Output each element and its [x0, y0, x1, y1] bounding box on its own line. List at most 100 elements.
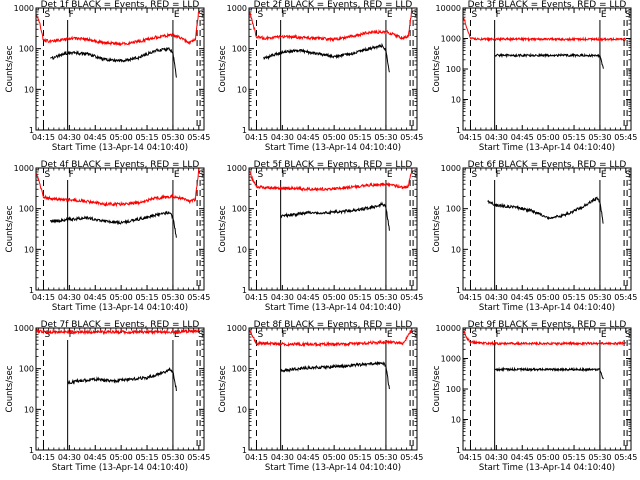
marker-label-S: S [625, 330, 631, 340]
x-axis-label: Start Time (13-Apr-14 04:10:40) [265, 143, 401, 153]
x-tick-label: 04:30 [485, 133, 508, 142]
y-tick-label: 1000 [227, 4, 247, 13]
y-tick-label: 10 [24, 245, 34, 254]
x-axis-label: Start Time (13-Apr-14 04:10:40) [479, 143, 615, 153]
plot-frame [248, 327, 418, 451]
panel-title: Det 4f BLACK = Events, RED = LLD [41, 160, 200, 170]
x-tick-label: 05:45 [614, 133, 637, 142]
y-tick-label: 1 [29, 446, 34, 455]
x-tick-label: 04:15 [459, 453, 482, 462]
marker-label-S: S [471, 330, 477, 340]
marker-label-S: S [411, 330, 417, 340]
lld-series-line [249, 168, 413, 192]
marker-label-S: S [411, 170, 417, 180]
panel-det-7f: Det 7f BLACK = Events, RED = LLD 1 10 100 10… [5, 320, 210, 473]
y-tick-label: 100 [19, 45, 34, 54]
y-tick-label: 1 [456, 126, 461, 135]
marker-label-S: S [625, 10, 631, 20]
marker-label-S: S [471, 170, 477, 180]
marker-label-E: E [601, 10, 607, 20]
y-tick-label: 1 [242, 126, 247, 135]
panel-det-5f: Det 5f BLACK = Events, RED = LLD 1 10 100 10… [218, 160, 423, 313]
x-tick-label: 05:00 [110, 453, 133, 462]
x-tick-label: 05:15 [349, 133, 372, 142]
y-tick-label: 100 [232, 45, 247, 54]
panel-title: Det 8f BLACK = Events, RED = LLD [254, 320, 413, 330]
x-tick-label: 04:30 [271, 453, 294, 462]
y-tick-label: 1 [456, 286, 461, 295]
x-tick-label: 04:30 [58, 293, 81, 302]
y-tick-label: 10 [237, 405, 247, 414]
marker-label-E: E [174, 10, 180, 20]
y-axis-label: Counts/sec [5, 365, 15, 412]
panel-det-2f: Det 2f BLACK = Events, RED = LLD 1 10 100 10… [218, 0, 423, 153]
marker-label-S: S [44, 330, 50, 340]
y-tick-label: 1 [242, 286, 247, 295]
x-tick-label: 04:15 [32, 453, 55, 462]
x-tick-label: 05:15 [563, 133, 586, 142]
y-tick-label: 10000 [436, 4, 461, 13]
x-tick-label: 04:30 [485, 453, 508, 462]
x-tick-label: 04:15 [32, 133, 55, 142]
events-series-line [49, 210, 177, 238]
events-series-line [494, 52, 604, 69]
x-tick-label: 05:30 [588, 453, 611, 462]
marker-label-F: F [496, 330, 501, 340]
x-tick-label: 04:30 [58, 133, 81, 142]
x-axis-label: Start Time (13-Apr-14 04:10:40) [265, 303, 401, 313]
y-axis-label: Counts/sec [432, 365, 442, 412]
events-series-line [280, 360, 390, 390]
x-tick-label: 05:00 [323, 293, 346, 302]
events-series-line [263, 42, 390, 73]
x-axis-label: Start Time (13-Apr-14 04:10:40) [52, 303, 188, 313]
y-axis-label: Counts/sec [218, 45, 228, 92]
events-series-line [50, 46, 177, 78]
x-tick-label: 05:00 [110, 293, 133, 302]
panel-title: Det 1f BLACK = Events, RED = LLD [41, 0, 200, 10]
y-tick-label: 1000 [227, 164, 247, 173]
plot-frame [462, 167, 632, 291]
x-tick-label: 05:45 [187, 293, 210, 302]
y-tick-label: 10 [237, 85, 247, 94]
marker-label-S: S [257, 330, 263, 340]
x-tick-label: 05:30 [588, 133, 611, 142]
panel-title: Det 2f BLACK = Events, RED = LLD [254, 0, 413, 10]
x-tick-label: 04:45 [297, 133, 320, 142]
x-tick-label: 04:45 [511, 293, 534, 302]
x-tick-label: 05:45 [614, 293, 637, 302]
x-tick-label: 05:45 [400, 133, 423, 142]
panel-det-3f: Det 3f BLACK = Events, RED = LLD 1 10 100 10… [432, 0, 637, 153]
marker-label-S: S [257, 170, 263, 180]
x-tick-label: 05:30 [161, 453, 184, 462]
y-tick-label: 100 [19, 205, 34, 214]
panel-title: Det 6f BLACK = Events, RED = LLD [468, 160, 627, 170]
events-series-line [494, 366, 604, 380]
lld-series-line [36, 328, 200, 336]
y-tick-label: 10 [451, 96, 461, 105]
x-tick-label: 05:30 [374, 453, 397, 462]
x-tick-label: 05:45 [187, 453, 210, 462]
x-tick-label: 05:00 [537, 133, 560, 142]
x-tick-label: 05:00 [323, 133, 346, 142]
x-axis-label: Start Time (13-Apr-14 04:10:40) [479, 463, 615, 473]
x-tick-label: 04:45 [297, 293, 320, 302]
x-tick-label: 05:15 [136, 293, 159, 302]
marker-label-E: E [174, 330, 180, 340]
marker-label-F: F [282, 170, 287, 180]
x-tick-label: 05:30 [588, 293, 611, 302]
x-tick-label: 04:15 [245, 293, 268, 302]
marker-label-E: E [387, 170, 393, 180]
x-tick-label: 05:15 [563, 453, 586, 462]
x-tick-label: 04:15 [245, 133, 268, 142]
lld-series-line [463, 16, 627, 43]
lld-series-line [36, 11, 200, 46]
x-axis-label: Start Time (13-Apr-14 04:10:40) [52, 463, 188, 473]
x-tick-label: 04:15 [459, 133, 482, 142]
plot-frame [35, 167, 205, 291]
x-tick-label: 04:45 [511, 453, 534, 462]
x-tick-label: 05:15 [563, 293, 586, 302]
x-axis-label: Start Time (13-Apr-14 04:10:40) [52, 143, 188, 153]
panel-det-8f: Det 8f BLACK = Events, RED = LLD 1 10 100 10… [218, 320, 423, 473]
x-tick-label: 05:30 [374, 133, 397, 142]
x-axis-label: Start Time (13-Apr-14 04:10:40) [265, 463, 401, 473]
